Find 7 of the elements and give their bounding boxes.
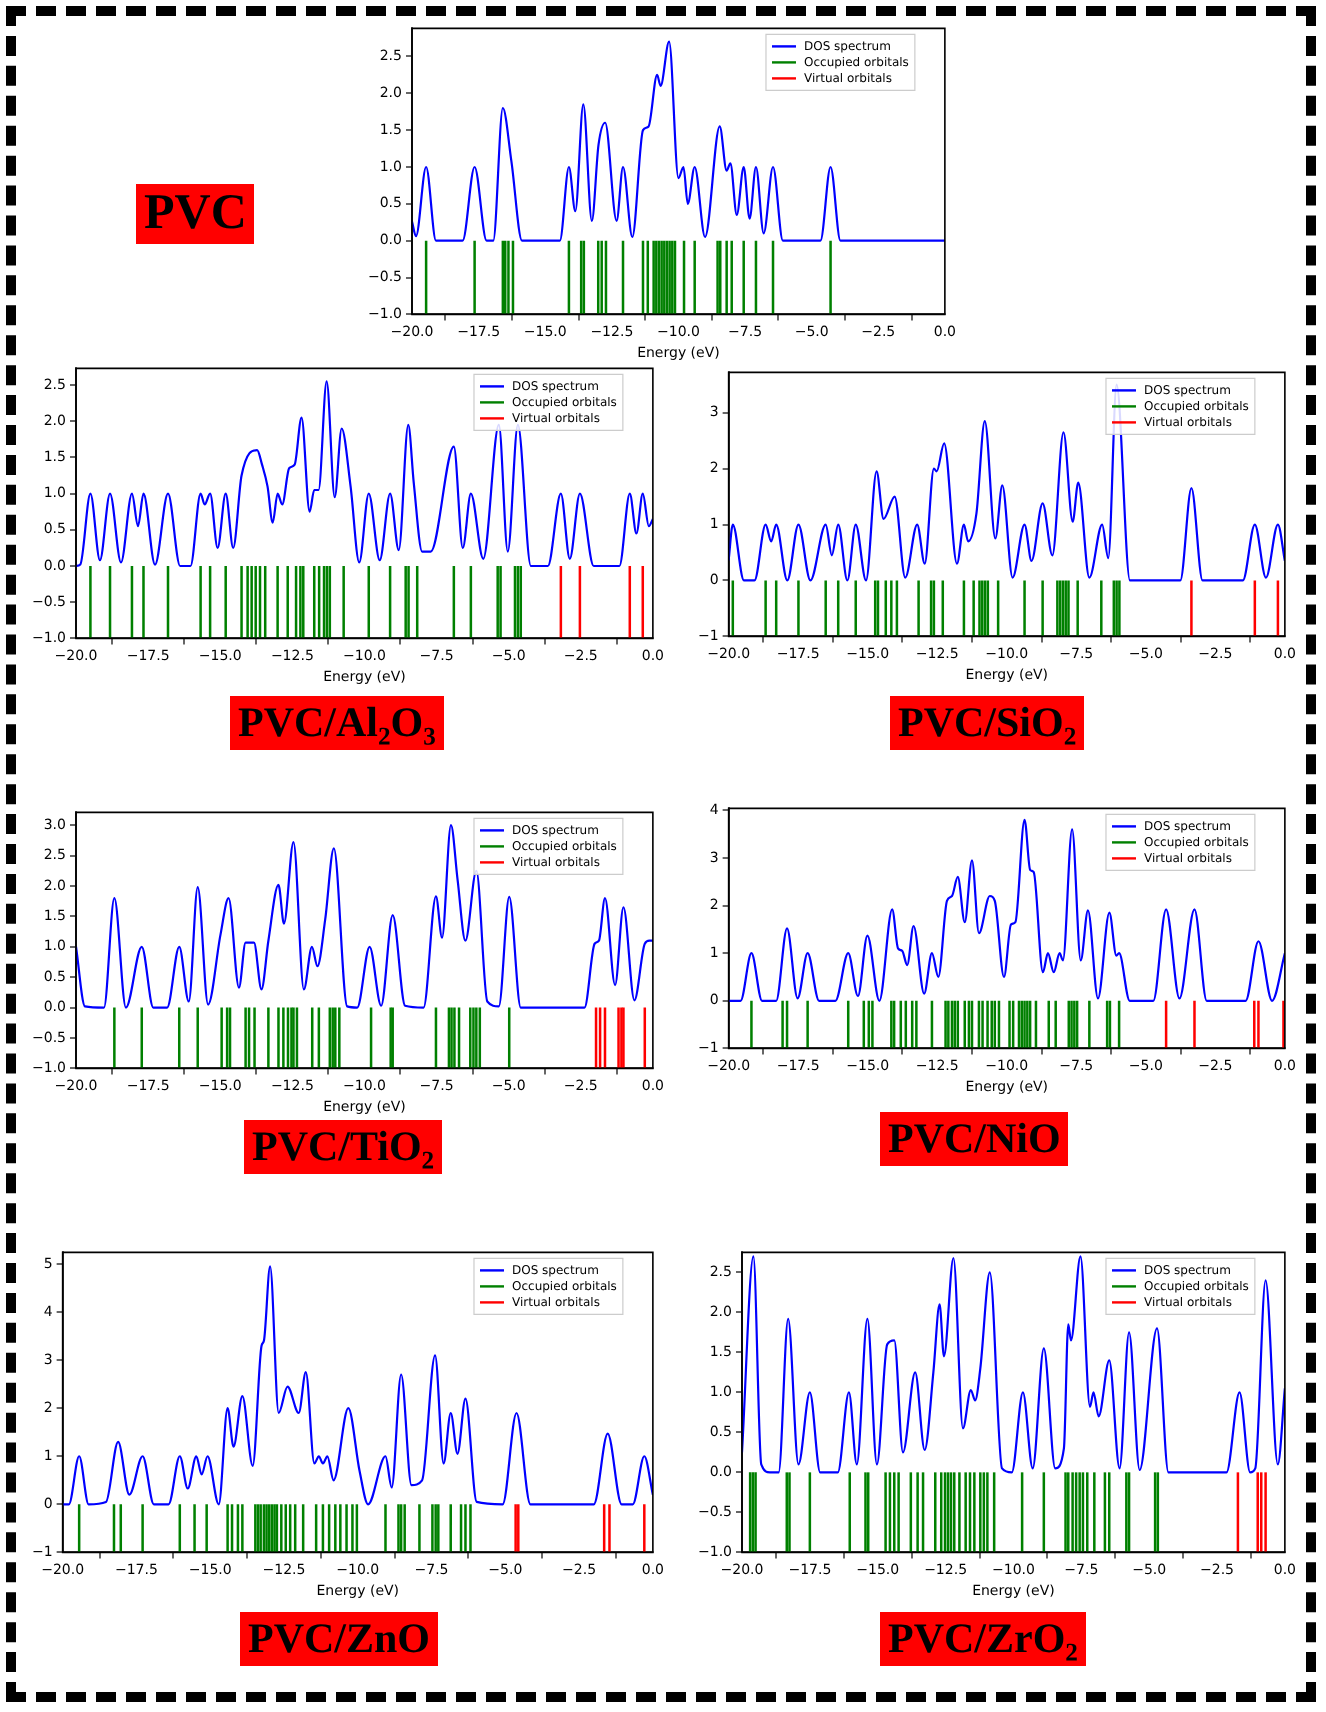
text: PVC/ZrO₂ [880,1612,1086,1666]
text: PVC [136,184,255,244]
text: PVC/NiO [880,1112,1069,1166]
text: PVC/Al₂O₃ [230,696,444,750]
text: PVC/TiO₂ [244,1120,443,1174]
text: PVC/ZnO [240,1612,439,1666]
text: PVC/SiO₂ [890,696,1085,750]
